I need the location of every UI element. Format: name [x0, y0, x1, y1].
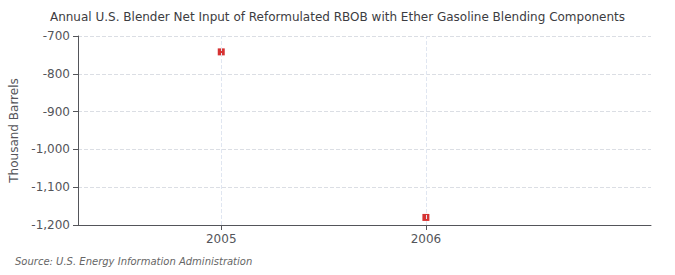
- svg-text:Annual U.S. Blender Net Input: Annual U.S. Blender Net Input of Reformu…: [50, 10, 625, 24]
- svg-text:-1,100: -1,100: [31, 180, 70, 194]
- svg-text:-1,200: -1,200: [31, 218, 70, 232]
- svg-text:-900: -900: [43, 105, 70, 119]
- svg-text:-800: -800: [43, 67, 70, 81]
- svg-text:Source: U.S. Energy Informatio: Source: U.S. Energy Information Administ…: [15, 256, 252, 267]
- svg-text:2005: 2005: [206, 232, 237, 246]
- svg-text:2006: 2006: [411, 232, 442, 246]
- svg-text:-1,000: -1,000: [31, 142, 70, 156]
- svg-text:Thousand Barrels: Thousand Barrels: [7, 78, 21, 183]
- svg-text:-700: -700: [43, 29, 70, 43]
